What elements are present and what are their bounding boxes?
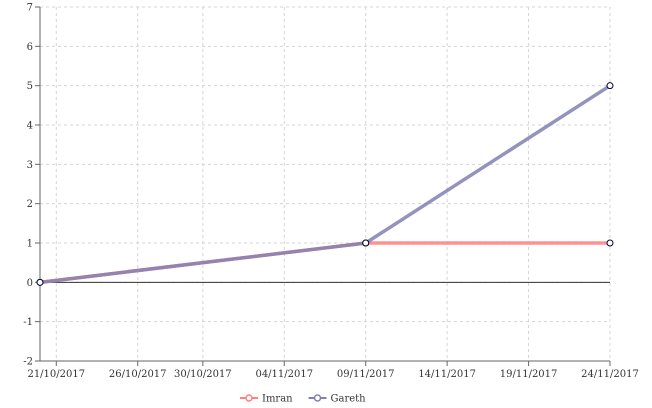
legend: Imran Gareth — [240, 394, 366, 405]
x-tick-label: 24/11/2017 — [581, 369, 639, 380]
y-tick-label: 5 — [27, 81, 33, 92]
series — [36, 82, 614, 286]
y-tick-label: -2 — [23, 357, 33, 368]
legend-marker-gareth — [313, 394, 322, 402]
x-tick-label: 04/11/2017 — [255, 369, 313, 380]
x-tick-label: 26/10/2017 — [109, 369, 167, 380]
axes — [39, 7, 610, 362]
y-tick-label: 6 — [27, 42, 33, 53]
x-tick-label: 19/11/2017 — [500, 369, 558, 380]
y-tick-label: 1 — [27, 239, 33, 250]
series-line-gareth — [38, 83, 612, 285]
data-point-gareth[interactable] — [36, 278, 44, 286]
legend-label-imran: Imran — [262, 394, 293, 405]
y-tick-label: 2 — [27, 199, 33, 210]
y-axis-ticks: -2 -1 0 1 2 3 4 5 6 7 — [23, 3, 40, 368]
data-point-imran[interactable] — [606, 239, 614, 247]
legend-marker-imran — [245, 394, 253, 402]
y-tick-label: 3 — [27, 160, 33, 171]
grid — [40, 6, 611, 362]
x-tick-label: 09/11/2017 — [337, 369, 395, 380]
data-point-gareth[interactable] — [362, 239, 370, 247]
y-tick-label: 4 — [27, 121, 33, 132]
data-point-gareth[interactable] — [606, 82, 614, 90]
x-tick-label: 14/11/2017 — [418, 369, 476, 380]
y-tick-label: 0 — [27, 278, 33, 289]
x-tick-label: 30/10/2017 — [174, 369, 232, 380]
x-tick-label: 21/10/2017 — [27, 369, 85, 380]
x-axis-ticks: 21/10/2017 26/10/2017 30/10/2017 04/11/2017… — [27, 361, 639, 380]
y-tick-label: -1 — [23, 317, 33, 328]
legend-label-gareth: Gareth — [331, 394, 367, 405]
y-tick-label: 7 — [27, 3, 33, 14]
